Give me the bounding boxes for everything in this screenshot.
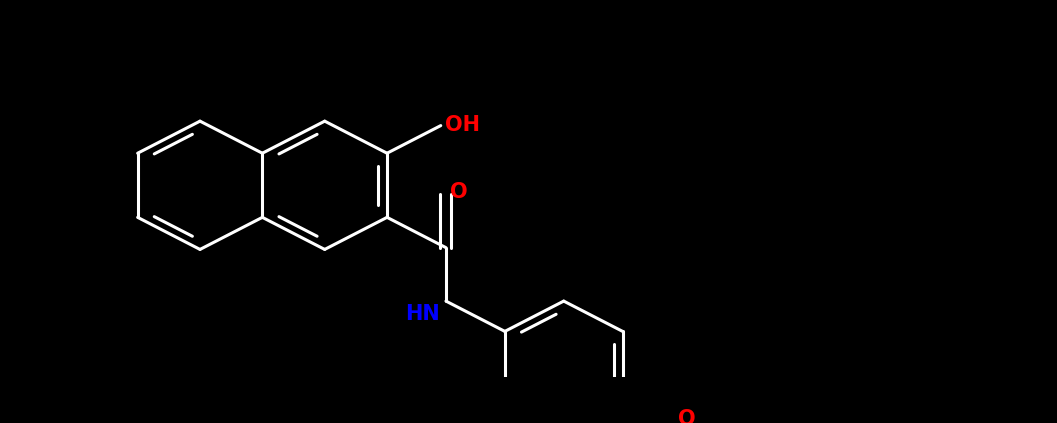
Text: O: O xyxy=(450,182,467,203)
Text: OH: OH xyxy=(445,115,480,135)
Text: HN: HN xyxy=(405,304,440,324)
Text: O: O xyxy=(678,409,696,423)
